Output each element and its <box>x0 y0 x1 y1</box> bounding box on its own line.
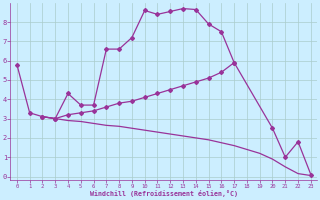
X-axis label: Windchill (Refroidissement éolien,°C): Windchill (Refroidissement éolien,°C) <box>90 190 238 197</box>
